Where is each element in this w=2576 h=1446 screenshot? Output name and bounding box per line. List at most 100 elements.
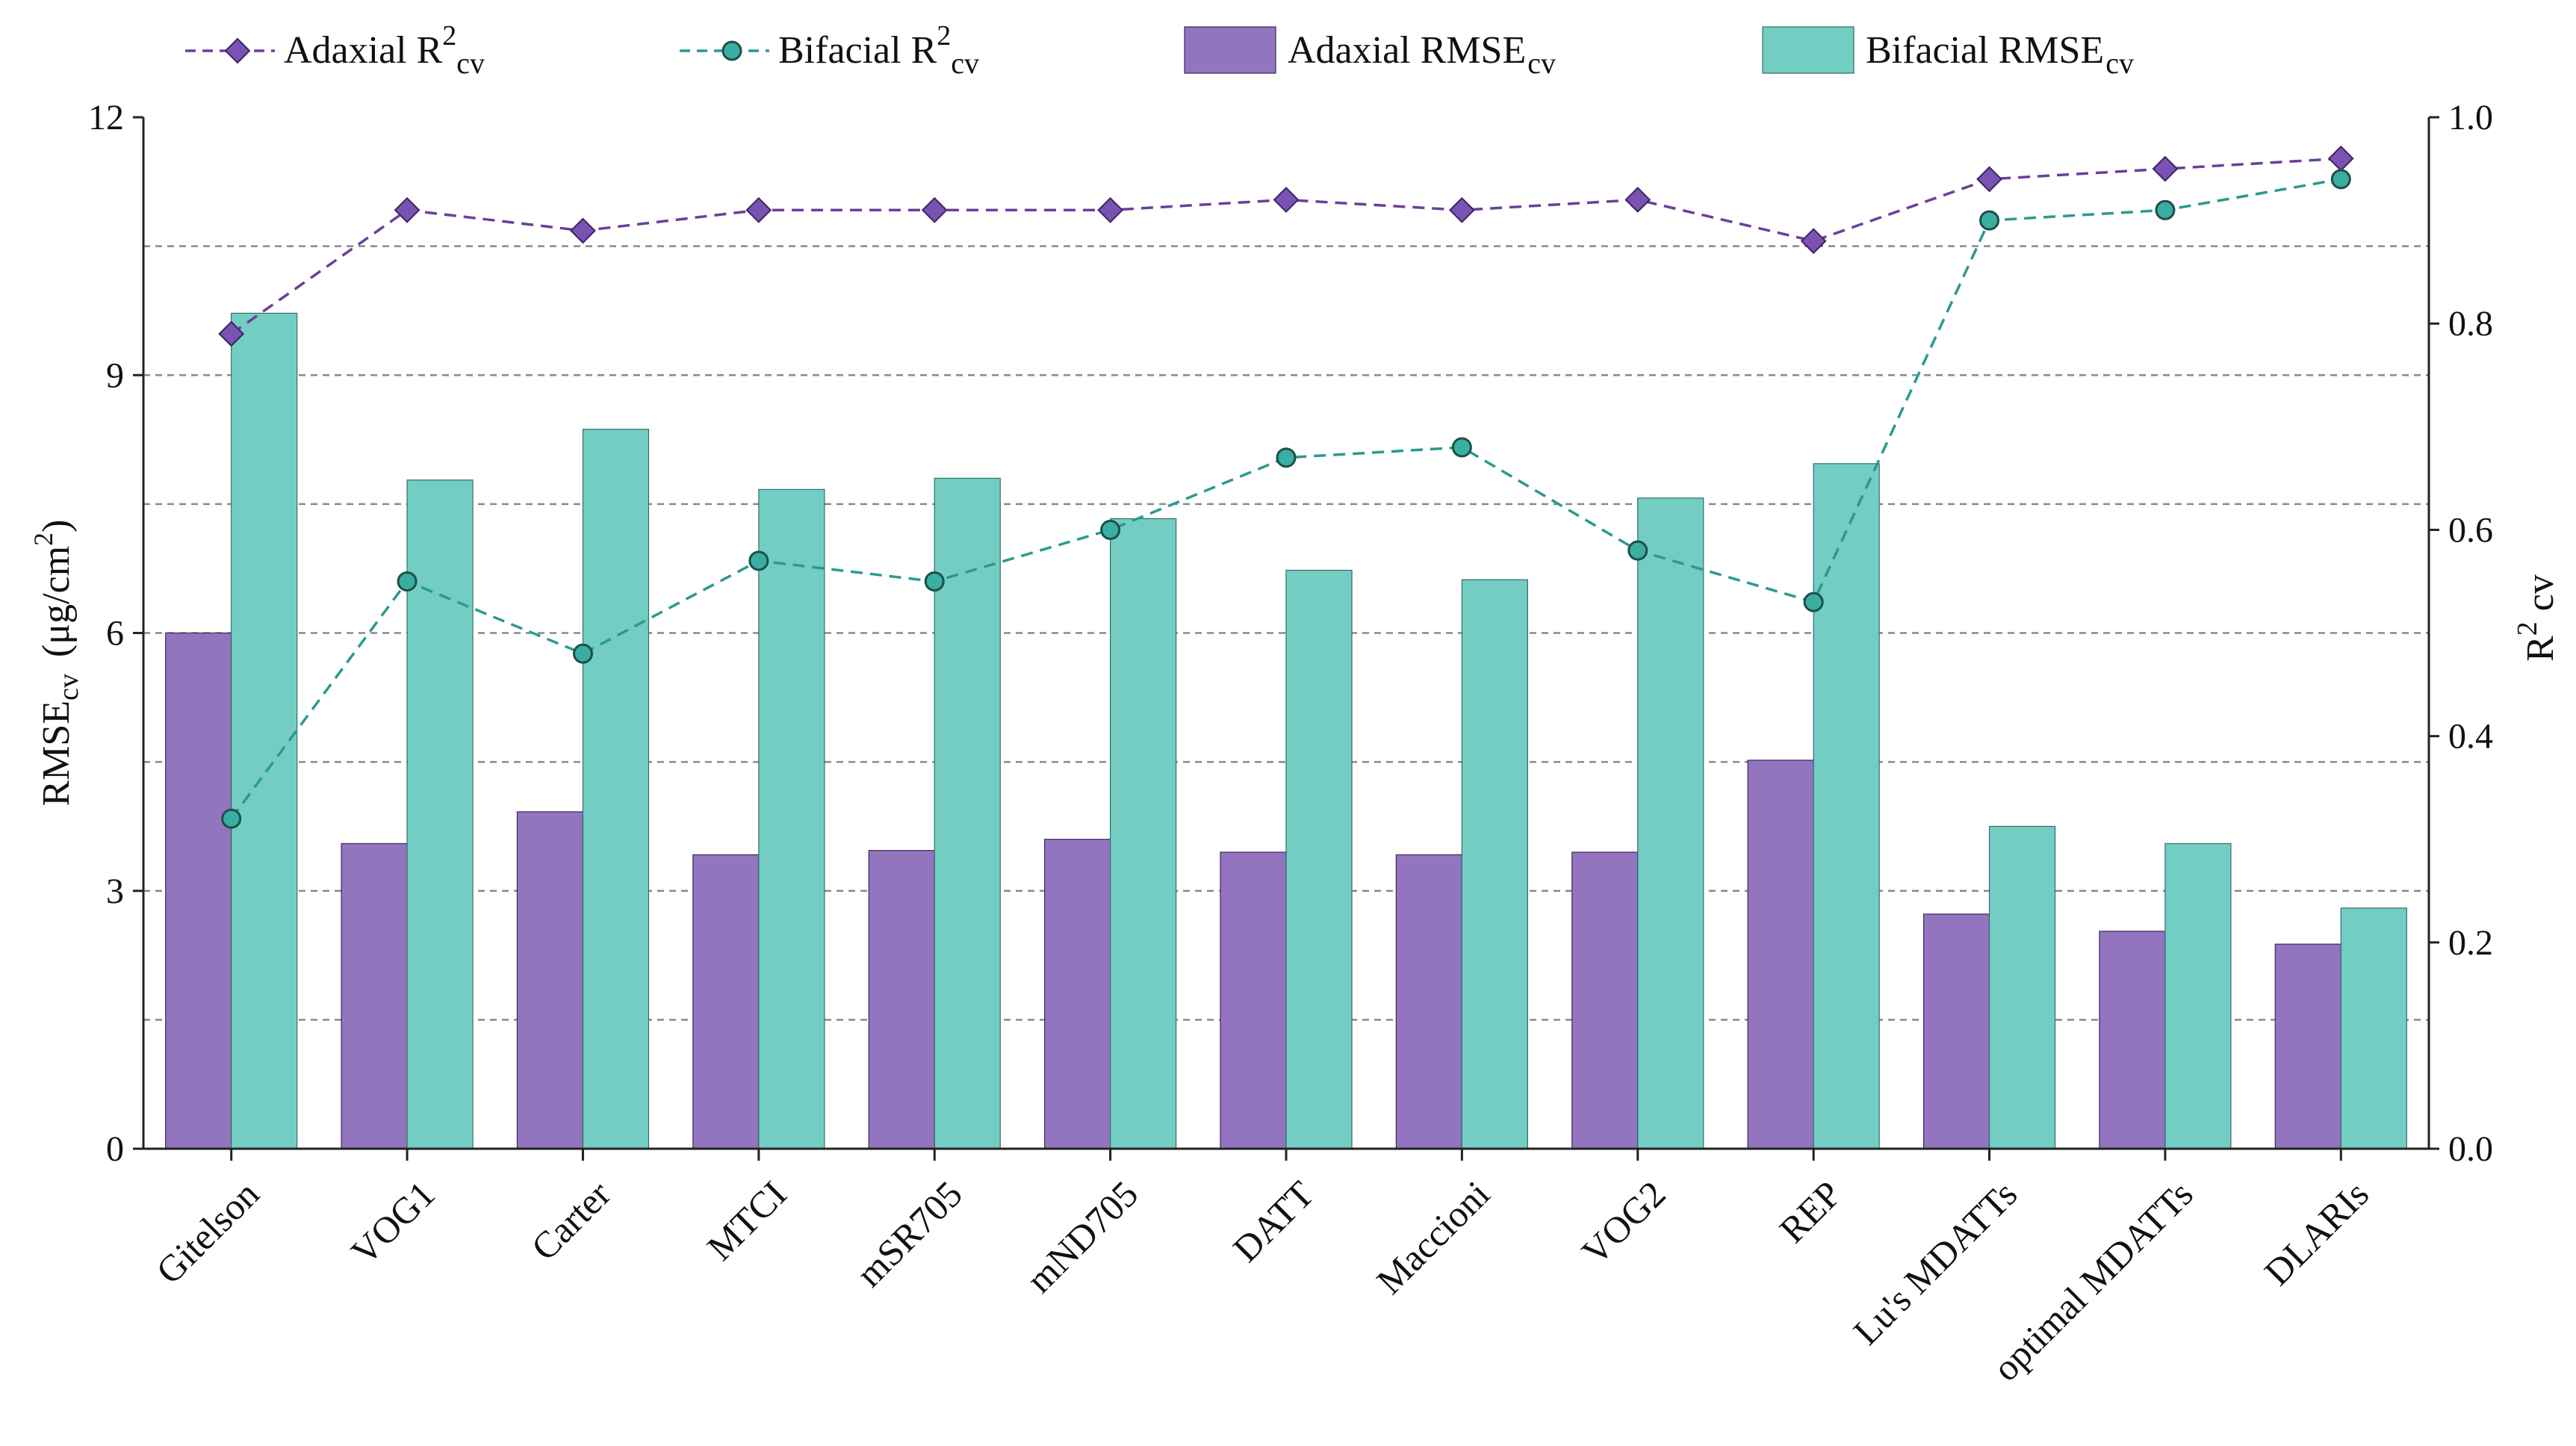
left-tick-label-0: 0 [106, 1129, 124, 1169]
point-adaxial-r2-12 [2327, 145, 2354, 172]
bar-bifacial-rmse-11 [2164, 843, 2232, 1149]
point-bifacial-r2-7 [1451, 437, 1472, 458]
legend-label-3: Bifacial RMSEcv [1866, 29, 2134, 80]
legend-marker-0 [224, 37, 251, 64]
bar-bifacial-rmse-8 [1637, 497, 1704, 1149]
bar-bifacial-rmse-6 [1285, 569, 1353, 1149]
bar-adaxial-rmse-8 [1571, 851, 1639, 1149]
bar-bifacial-rmse-7 [1461, 579, 1528, 1149]
legend-label-0: Adaxial R2cv [284, 20, 485, 80]
x-tick-label-2: Carter [523, 1173, 618, 1268]
point-bifacial-r2-10 [1979, 210, 2000, 231]
legend-marker-1 [721, 40, 742, 61]
point-adaxial-r2-9 [1800, 228, 1827, 255]
left-axis-title-main: RMSE [35, 701, 78, 807]
x-tick-label-5: mND705 [1018, 1173, 1146, 1300]
bar-adaxial-rmse-11 [2099, 931, 2166, 1149]
left-tick-label-1: 3 [106, 872, 124, 911]
legend-label-main-2: Adaxial RMSE [1288, 29, 1526, 72]
point-bifacial-r2-5 [1100, 519, 1121, 540]
x-tick-label-6: DATT [1225, 1173, 1322, 1270]
bar-layer [165, 312, 2407, 1149]
bar-bifacial-rmse-2 [582, 429, 650, 1149]
point-adaxial-r2-5 [1097, 196, 1124, 223]
bar-adaxial-rmse-7 [1395, 854, 1462, 1149]
x-tick-label-4: mSR705 [848, 1173, 970, 1294]
bar-bifacial-rmse-9 [1813, 463, 1880, 1149]
bar-adaxial-rmse-12 [2274, 943, 2341, 1149]
bar-adaxial-rmse-3 [692, 854, 760, 1149]
x-tick-label-10: Lu's MDATTs [1845, 1173, 2025, 1353]
bar-adaxial-rmse-5 [1044, 839, 1111, 1149]
legend-label-1: Bifacial R2cv [778, 20, 979, 80]
left-tick-label-4: 12 [88, 98, 124, 137]
point-bifacial-r2-9 [1803, 592, 1824, 612]
point-bifacial-r2-1 [397, 571, 418, 592]
left-axis-title-unit-sup: 2 [28, 533, 58, 546]
right-tick-label-5: 1.0 [2448, 98, 2493, 137]
point-bifacial-r2-8 [1627, 540, 1648, 561]
x-tick-label-12: DLARIs [2256, 1173, 2377, 1293]
legend-label-sub-3: cv [2105, 46, 2134, 80]
bar-adaxial-rmse-4 [868, 850, 935, 1149]
right-tick-label-1: 0.2 [2448, 923, 2493, 963]
point-bifacial-r2-3 [748, 550, 769, 571]
axis-layer [133, 116, 2439, 1161]
bar-bifacial-rmse-0 [231, 312, 298, 1149]
point-adaxial-r2-0 [218, 320, 245, 347]
right-axis-title-main: R [2519, 636, 2562, 662]
left-tick-label-2: 6 [106, 614, 124, 654]
bar-adaxial-rmse-0 [165, 632, 232, 1149]
point-adaxial-r2-7 [1448, 196, 1475, 223]
legend-label-sup-0: 2 [442, 20, 456, 52]
legend-label-main-1: Bifacial R [778, 29, 937, 72]
legend-label-2: Adaxial RMSEcv [1288, 29, 1556, 80]
bar-adaxial-rmse-9 [1747, 760, 1814, 1149]
bar-adaxial-rmse-6 [1220, 851, 1287, 1149]
left-tick-label-3: 9 [106, 356, 124, 395]
legend-label-main-3: Bifacial RMSE [1866, 29, 2104, 72]
x-tick-label-3: MTCI [699, 1173, 795, 1268]
x-tick-label-0: Gitelson [148, 1173, 267, 1291]
legend-item-3: Bifacial RMSEcv [1762, 26, 2134, 80]
left-axis-title-unit: (μg/cm [35, 546, 78, 657]
legend-label-main-0: Adaxial R [284, 29, 443, 72]
legend-label-sup-1: 2 [937, 20, 951, 52]
point-adaxial-r2-11 [2152, 155, 2179, 182]
left-axis-title-unit-close: ) [35, 520, 78, 533]
legend-swatch-2 [1184, 26, 1276, 74]
legend-label-sub-0: cv [456, 46, 485, 80]
point-bifacial-r2-2 [572, 643, 593, 664]
point-bifacial-r2-4 [924, 571, 945, 592]
right-tick-label-4: 0.8 [2448, 304, 2493, 344]
right-axis-title-sup: 2 [2512, 621, 2543, 636]
legend-item-0: Adaxial R2cv [185, 20, 485, 80]
legend-swatch-3 [1762, 26, 1855, 74]
right-tick-label-2: 0.4 [2448, 717, 2493, 757]
right-tick-label-3: 0.6 [2448, 510, 2493, 550]
right-axis-title-sub: cv [2519, 574, 2562, 611]
bar-bifacial-rmse-5 [1110, 518, 1177, 1149]
right-axis-title: R2 cv [2512, 574, 2562, 662]
point-bifacial-r2-0 [221, 808, 242, 829]
bar-adaxial-rmse-2 [516, 811, 584, 1149]
left-axis-title-sub: cv [53, 674, 84, 701]
left-axis-title: RMSEcv (μg/cm2) [28, 520, 84, 807]
x-tick-label-1: VOG1 [343, 1173, 443, 1273]
point-adaxial-r2-6 [1273, 187, 1300, 213]
legend-label-sub-2: cv [1527, 46, 1556, 80]
legend-item-2: Adaxial RMSEcv [1184, 26, 1556, 80]
legend-label-sub-1: cv [951, 46, 979, 80]
line-layer [218, 145, 2354, 829]
point-adaxial-r2-3 [745, 196, 772, 223]
bar-adaxial-rmse-10 [1922, 913, 1990, 1149]
point-adaxial-r2-2 [570, 217, 596, 244]
bar-bifacial-rmse-12 [2340, 907, 2407, 1149]
right-tick-label-0: 0.0 [2448, 1129, 2493, 1169]
legend-item-1: Bifacial R2cv [680, 20, 979, 80]
bar-adaxial-rmse-1 [341, 843, 408, 1149]
point-bifacial-r2-6 [1276, 447, 1297, 468]
bar-bifacial-rmse-3 [758, 488, 825, 1149]
point-adaxial-r2-10 [1976, 166, 2002, 193]
